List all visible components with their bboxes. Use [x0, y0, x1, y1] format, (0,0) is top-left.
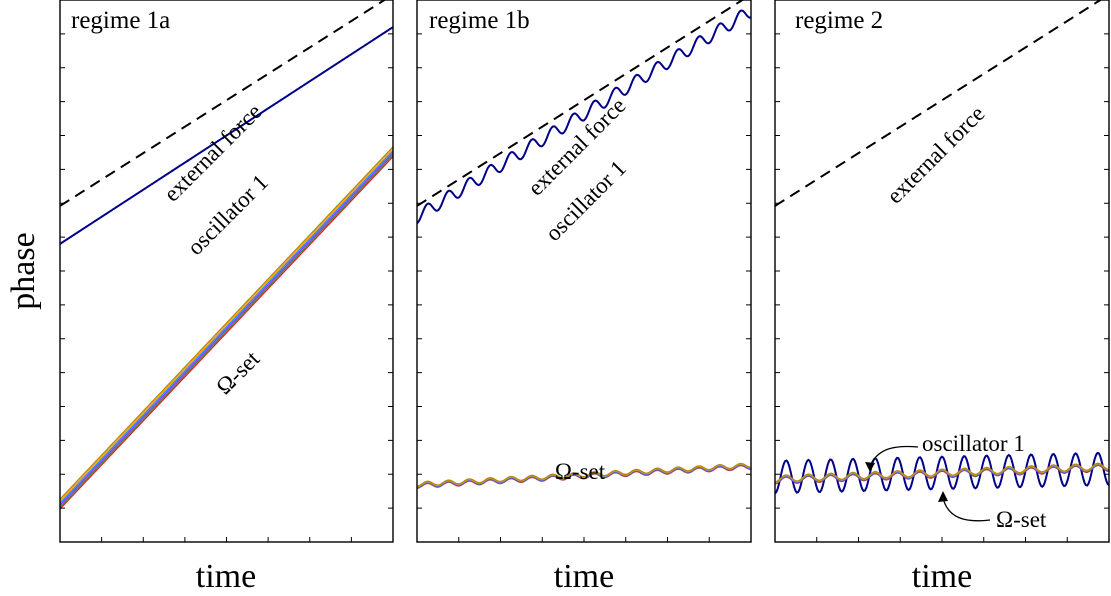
oscillator-1-line: [60, 26, 393, 245]
omega-set-line-1: [60, 156, 393, 510]
omega-set-line-6: [60, 146, 393, 500]
arrowhead: [865, 462, 875, 472]
omega-set-line-3: [60, 152, 393, 506]
panel-regime-1b: regime 1b time external force oscillator…: [416, 0, 752, 595]
omega-set-line-6: [775, 462, 1109, 483]
external-force-line: [775, 0, 1103, 207]
tick-marks: [417, 33, 751, 542]
arrow-omega-set: [942, 497, 991, 522]
x-axis-label: time: [196, 558, 256, 595]
omega-set-line-5: [60, 148, 393, 502]
omega-set-line-4: [60, 150, 393, 504]
omega-set-line-2: [60, 154, 393, 508]
panel-regime-1a: regime 1a time external force oscillator…: [59, 0, 394, 595]
oscillator-1-line: [775, 451, 1109, 494]
x-axis-label: time: [554, 558, 614, 595]
annotation-oscillator-1: oscillator 1: [922, 431, 1025, 456]
panel-regime-2: regime 2 time external force oscillator …: [774, 0, 1110, 595]
axes-frame: [774, 0, 1110, 543]
annotation-omega-set: Ω-set: [555, 459, 606, 484]
panel-title: regime 2: [795, 7, 883, 34]
external-force-line: [417, 0, 745, 207]
arrowhead: [938, 491, 948, 502]
plot-area: [417, 0, 751, 489]
annotation-omega-set: Ω-set: [996, 507, 1047, 532]
axes-frame: [59, 0, 394, 543]
arrow-oscillator-1: [869, 445, 919, 467]
tick-marks: [60, 33, 393, 542]
plot-area: [775, 0, 1109, 494]
plot-area: [60, 0, 393, 510]
omega-set-line-6: [417, 462, 751, 487]
panel-title: regime 1a: [71, 7, 170, 34]
tick-marks: [775, 33, 1109, 542]
x-axis-label: time: [912, 558, 972, 595]
external-force-line: [60, 0, 387, 207]
annotation-omega-set: Ω-set: [211, 346, 265, 400]
panel-title: regime 1b: [429, 7, 530, 34]
annotation-external-force: external force: [882, 101, 990, 209]
oscillator-1-line: [417, 9, 751, 225]
y-axis-label: phase: [5, 232, 42, 309]
